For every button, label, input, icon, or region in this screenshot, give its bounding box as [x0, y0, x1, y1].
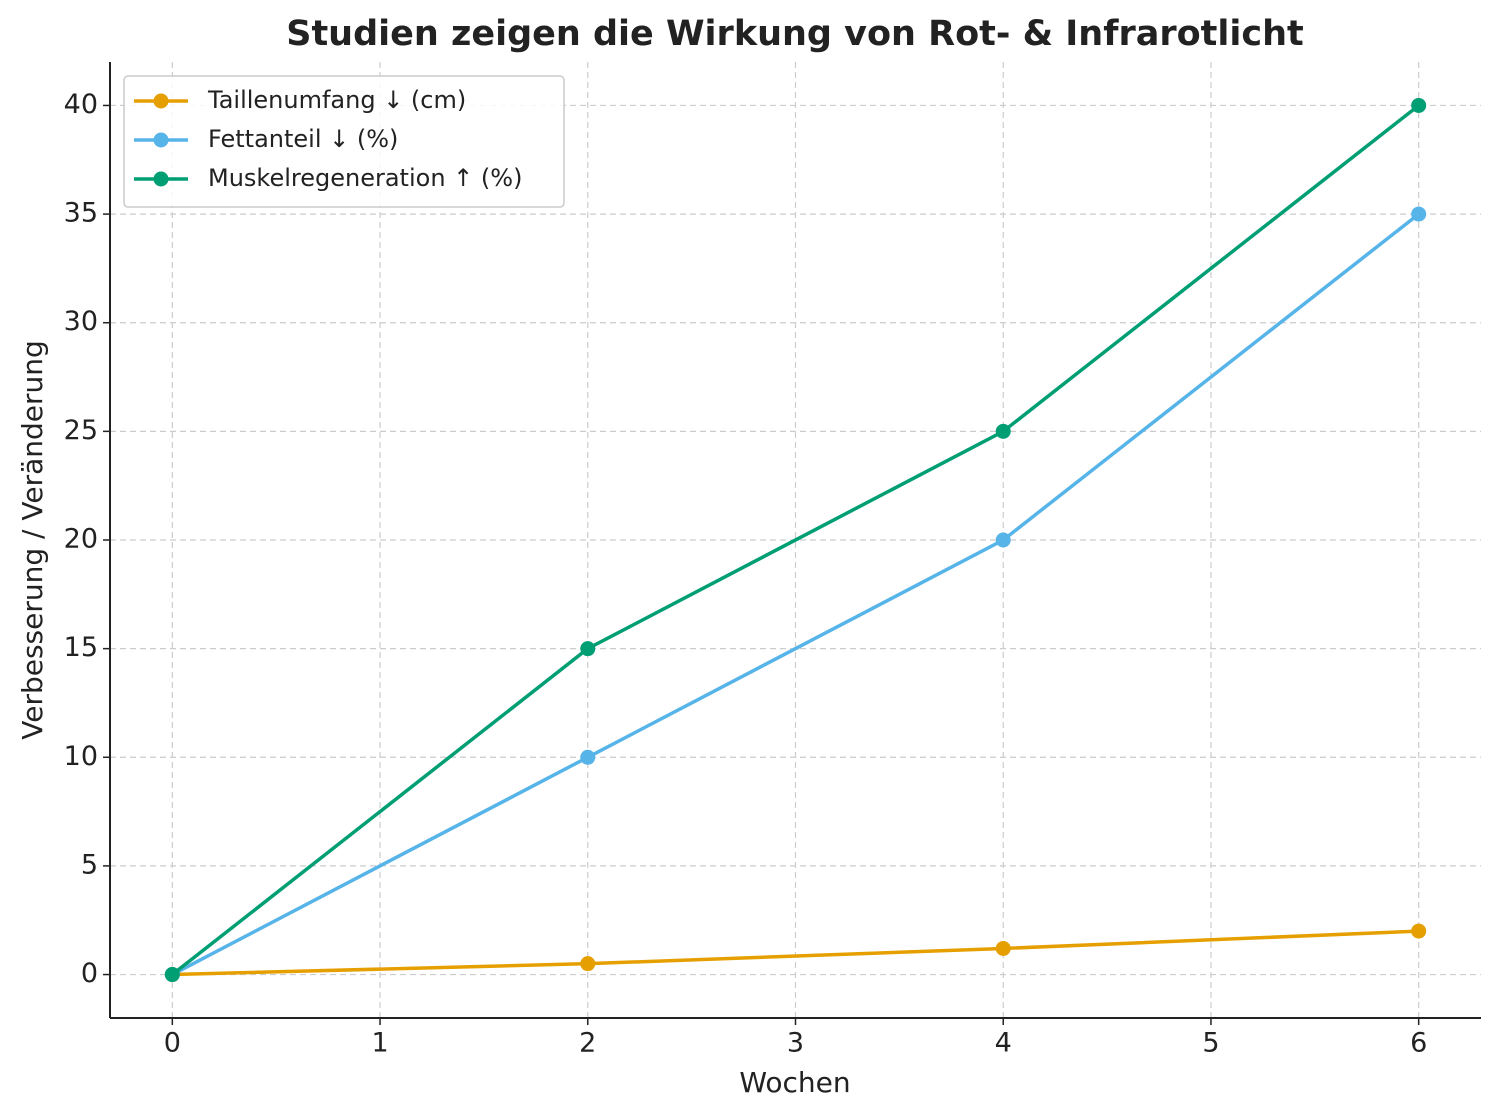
data-point [1411, 206, 1427, 222]
y-tick-label: 20 [64, 524, 98, 555]
series-line [171, 212, 1420, 977]
y-tick-label: 15 [64, 632, 98, 663]
y-tick-label: 25 [64, 415, 98, 446]
y-axis-label: Verbesserung / Veränderung [16, 340, 49, 740]
legend-swatch [153, 93, 169, 109]
x-tick-label: 0 [164, 1028, 181, 1059]
data-point [580, 641, 596, 657]
x-axis-label: Wochen [739, 1066, 850, 1099]
chart-title: Studien zeigen die Wirkung von Rot- & In… [286, 14, 1304, 54]
data-point [995, 423, 1011, 439]
legend-label: Fettanteil ↓ (%) [208, 125, 398, 153]
data-point [1411, 97, 1427, 113]
data-point [995, 940, 1011, 956]
y-tick-label: 35 [64, 198, 98, 229]
series-line [171, 104, 1420, 976]
x-tick-label: 6 [1410, 1028, 1427, 1059]
x-tick-label: 2 [579, 1028, 596, 1059]
legend-label: Muskelregeneration ↑ (%) [208, 164, 522, 192]
data-point [580, 749, 596, 765]
legend-swatch [153, 132, 169, 148]
legend-swatch [153, 171, 169, 187]
x-tick-label: 4 [995, 1028, 1012, 1059]
legend-label: Taillenumfang ↓ (cm) [207, 86, 466, 114]
data-point [995, 532, 1011, 548]
y-tick-label: 30 [64, 306, 98, 337]
x-tick-label: 5 [1202, 1028, 1219, 1059]
x-tick-label: 1 [371, 1028, 388, 1059]
y-tick-label: 10 [64, 741, 98, 772]
data-point [1411, 923, 1427, 939]
x-tick-label: 3 [787, 1028, 804, 1059]
y-tick-label: 0 [81, 958, 98, 989]
data-point [580, 956, 596, 972]
series-line [172, 929, 1419, 977]
data-point [164, 967, 180, 983]
y-tick-label: 5 [81, 849, 98, 880]
legend [123, 75, 565, 208]
y-tick-label: 40 [64, 89, 98, 120]
